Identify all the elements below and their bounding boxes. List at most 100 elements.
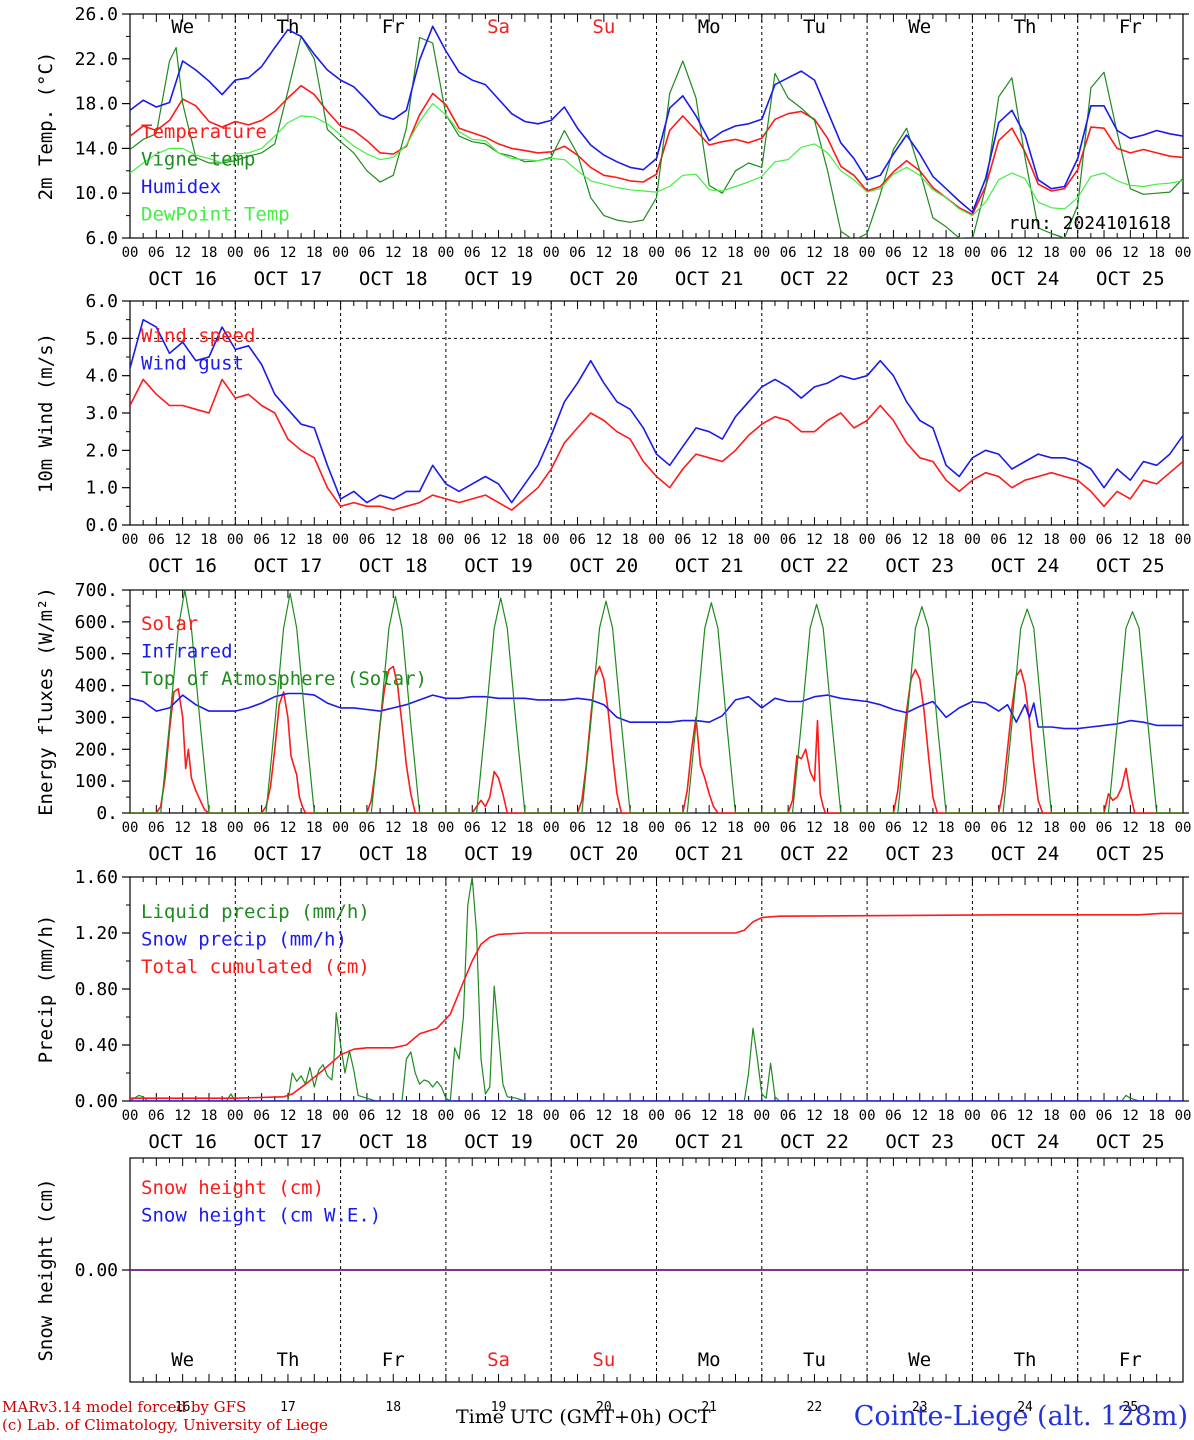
credit-text: (c) Lab. of Climatology, University of L… xyxy=(2,1416,328,1434)
panel-5: 0.00 Snow height (cm) 16 17 18 19 20 21 22 23 24 25… xyxy=(35,1157,1189,1415)
x-hour-label: 18 xyxy=(411,532,428,548)
x-day-number: 20 xyxy=(596,1400,612,1415)
x-hour-label: 00 xyxy=(227,1108,244,1124)
series-group xyxy=(130,590,1183,813)
x-date-label: OCT 20 xyxy=(570,843,639,865)
x-hour-label: 00 xyxy=(1175,532,1192,548)
x-day-number: 16 xyxy=(175,1400,191,1415)
x-hour-label: 12 xyxy=(280,1108,297,1124)
month-text: OCT xyxy=(667,1406,711,1428)
series-line-vigne-temp xyxy=(130,35,1183,238)
x-hour-label: 00 xyxy=(964,1108,981,1124)
x-date-label: OCT 22 xyxy=(780,268,849,290)
x-hour-label: 06 xyxy=(780,245,797,261)
legend-entry: Snow height (cm W.E.) xyxy=(141,1205,381,1227)
x-date-label: OCT 25 xyxy=(1096,555,1165,577)
y-tick-label: 100. xyxy=(75,771,118,792)
x-hour-label: 06 xyxy=(253,820,270,836)
x-hour-label: 12 xyxy=(911,532,928,548)
x-hour-label: 18 xyxy=(201,820,218,836)
legend-entry: Wind speed xyxy=(141,325,255,347)
x-hour-label: 06 xyxy=(990,532,1007,548)
x-date-label: OCT 22 xyxy=(780,1131,849,1153)
panel-frame xyxy=(129,589,1184,814)
x-hour-label: 18 xyxy=(1148,245,1165,261)
x-day-number: 23 xyxy=(912,1400,928,1415)
x-day-number: 21 xyxy=(701,1400,717,1415)
x-hour-label: 06 xyxy=(885,532,902,548)
x-hour-label: 18 xyxy=(516,245,533,261)
x-hour-label: 12 xyxy=(280,820,297,836)
x-hour-label: 00 xyxy=(543,1108,560,1124)
series-line-solar xyxy=(130,665,1183,813)
panel-3: 0. 100. 200. 300. 400. 500. 600. 700. Energy flu… xyxy=(35,580,1191,865)
y-tick-label: 1.20 xyxy=(75,923,118,944)
x-date-label: OCT 16 xyxy=(148,843,217,865)
x-hour-label: 00 xyxy=(543,532,560,548)
x-hour-label: 12 xyxy=(490,245,507,261)
x-hour-label: 00 xyxy=(437,532,454,548)
x-hour-label: 12 xyxy=(385,1108,402,1124)
x-date-label: OCT 23 xyxy=(885,268,954,290)
x-hour-label: 12 xyxy=(490,820,507,836)
x-hour-label: 18 xyxy=(727,820,744,836)
x-hour-label: 12 xyxy=(806,1108,823,1124)
x-hour-label: 06 xyxy=(358,820,375,836)
x-hour-label: 12 xyxy=(595,820,612,836)
x-hour-label: 12 xyxy=(385,532,402,548)
y-tick-label: 700. xyxy=(75,580,118,601)
y-tick-label: 6.0 xyxy=(85,228,118,249)
x-hour-label: 12 xyxy=(1017,245,1034,261)
y-tick-label: 4.0 xyxy=(85,366,118,387)
x-hour-label: 06 xyxy=(358,245,375,261)
x-hour-label: 12 xyxy=(490,1108,507,1124)
x-hour-label: 06 xyxy=(569,532,586,548)
x-hour-label: 00 xyxy=(437,1108,454,1124)
x-hour-label: 00 xyxy=(753,532,770,548)
panel-1: 6.0 10.0 14.0 18.0 22.0 26.0 2m Temp. (°C) 00 06… xyxy=(35,4,1191,290)
y-tick-label: 1.60 xyxy=(75,867,118,888)
x-hour-label: 18 xyxy=(306,532,323,548)
y-tick-label: 18.0 xyxy=(75,94,118,115)
x-hour-label: 00 xyxy=(1069,532,1086,548)
x-date-label: OCT 24 xyxy=(991,843,1060,865)
x-hour-label: 00 xyxy=(122,1108,139,1124)
x-hour-label: 18 xyxy=(306,820,323,836)
x-hour-label: 18 xyxy=(1043,532,1060,548)
x-date-label: OCT 19 xyxy=(464,843,533,865)
x-hour-label: 06 xyxy=(358,1108,375,1124)
x-hour-label: 06 xyxy=(780,820,797,836)
x-hour-label: 18 xyxy=(832,532,849,548)
day-name: Th xyxy=(1014,1349,1037,1371)
legend-entry: Wind gust xyxy=(141,353,244,375)
x-hour-label: 12 xyxy=(1122,245,1139,261)
x-hour-label: 18 xyxy=(201,532,218,548)
x-hour-label: 18 xyxy=(727,532,744,548)
x-date-label: OCT 24 xyxy=(991,268,1060,290)
legend-entry: Snow height (cm) xyxy=(141,1177,324,1199)
y-tick-label: 500. xyxy=(75,644,118,665)
day-name: Su xyxy=(592,1349,615,1371)
panel-4: 0.00 0.40 0.80 1.20 1.60 Precip (mm/h) 00 06 12 1… xyxy=(35,867,1191,1153)
run-annotation: run: 2024101618 xyxy=(1008,213,1171,234)
day-name: Fr xyxy=(382,16,405,38)
x-hour-label: 00 xyxy=(1175,1108,1192,1124)
x-date-label: OCT 18 xyxy=(359,555,428,577)
x-hour-label: 00 xyxy=(859,532,876,548)
y-tick-label: 200. xyxy=(75,739,118,760)
x-date-label: OCT 16 xyxy=(148,268,217,290)
x-hour-label: 06 xyxy=(1096,245,1113,261)
day-name: Fr xyxy=(1119,1349,1142,1371)
x-hour-label: 00 xyxy=(1069,245,1086,261)
y-axis-label: 2m Temp. (°C) xyxy=(35,52,57,201)
x-hour-label: 00 xyxy=(648,245,665,261)
x-hour-label: 18 xyxy=(1043,1108,1060,1124)
series-group xyxy=(130,318,1183,511)
x-hour-label: 18 xyxy=(727,245,744,261)
x-hour-label: 06 xyxy=(569,820,586,836)
x-hour-label: 00 xyxy=(964,532,981,548)
x-hour-label: 18 xyxy=(516,532,533,548)
day-name: We xyxy=(908,1349,931,1371)
x-date-label: OCT 17 xyxy=(254,843,323,865)
